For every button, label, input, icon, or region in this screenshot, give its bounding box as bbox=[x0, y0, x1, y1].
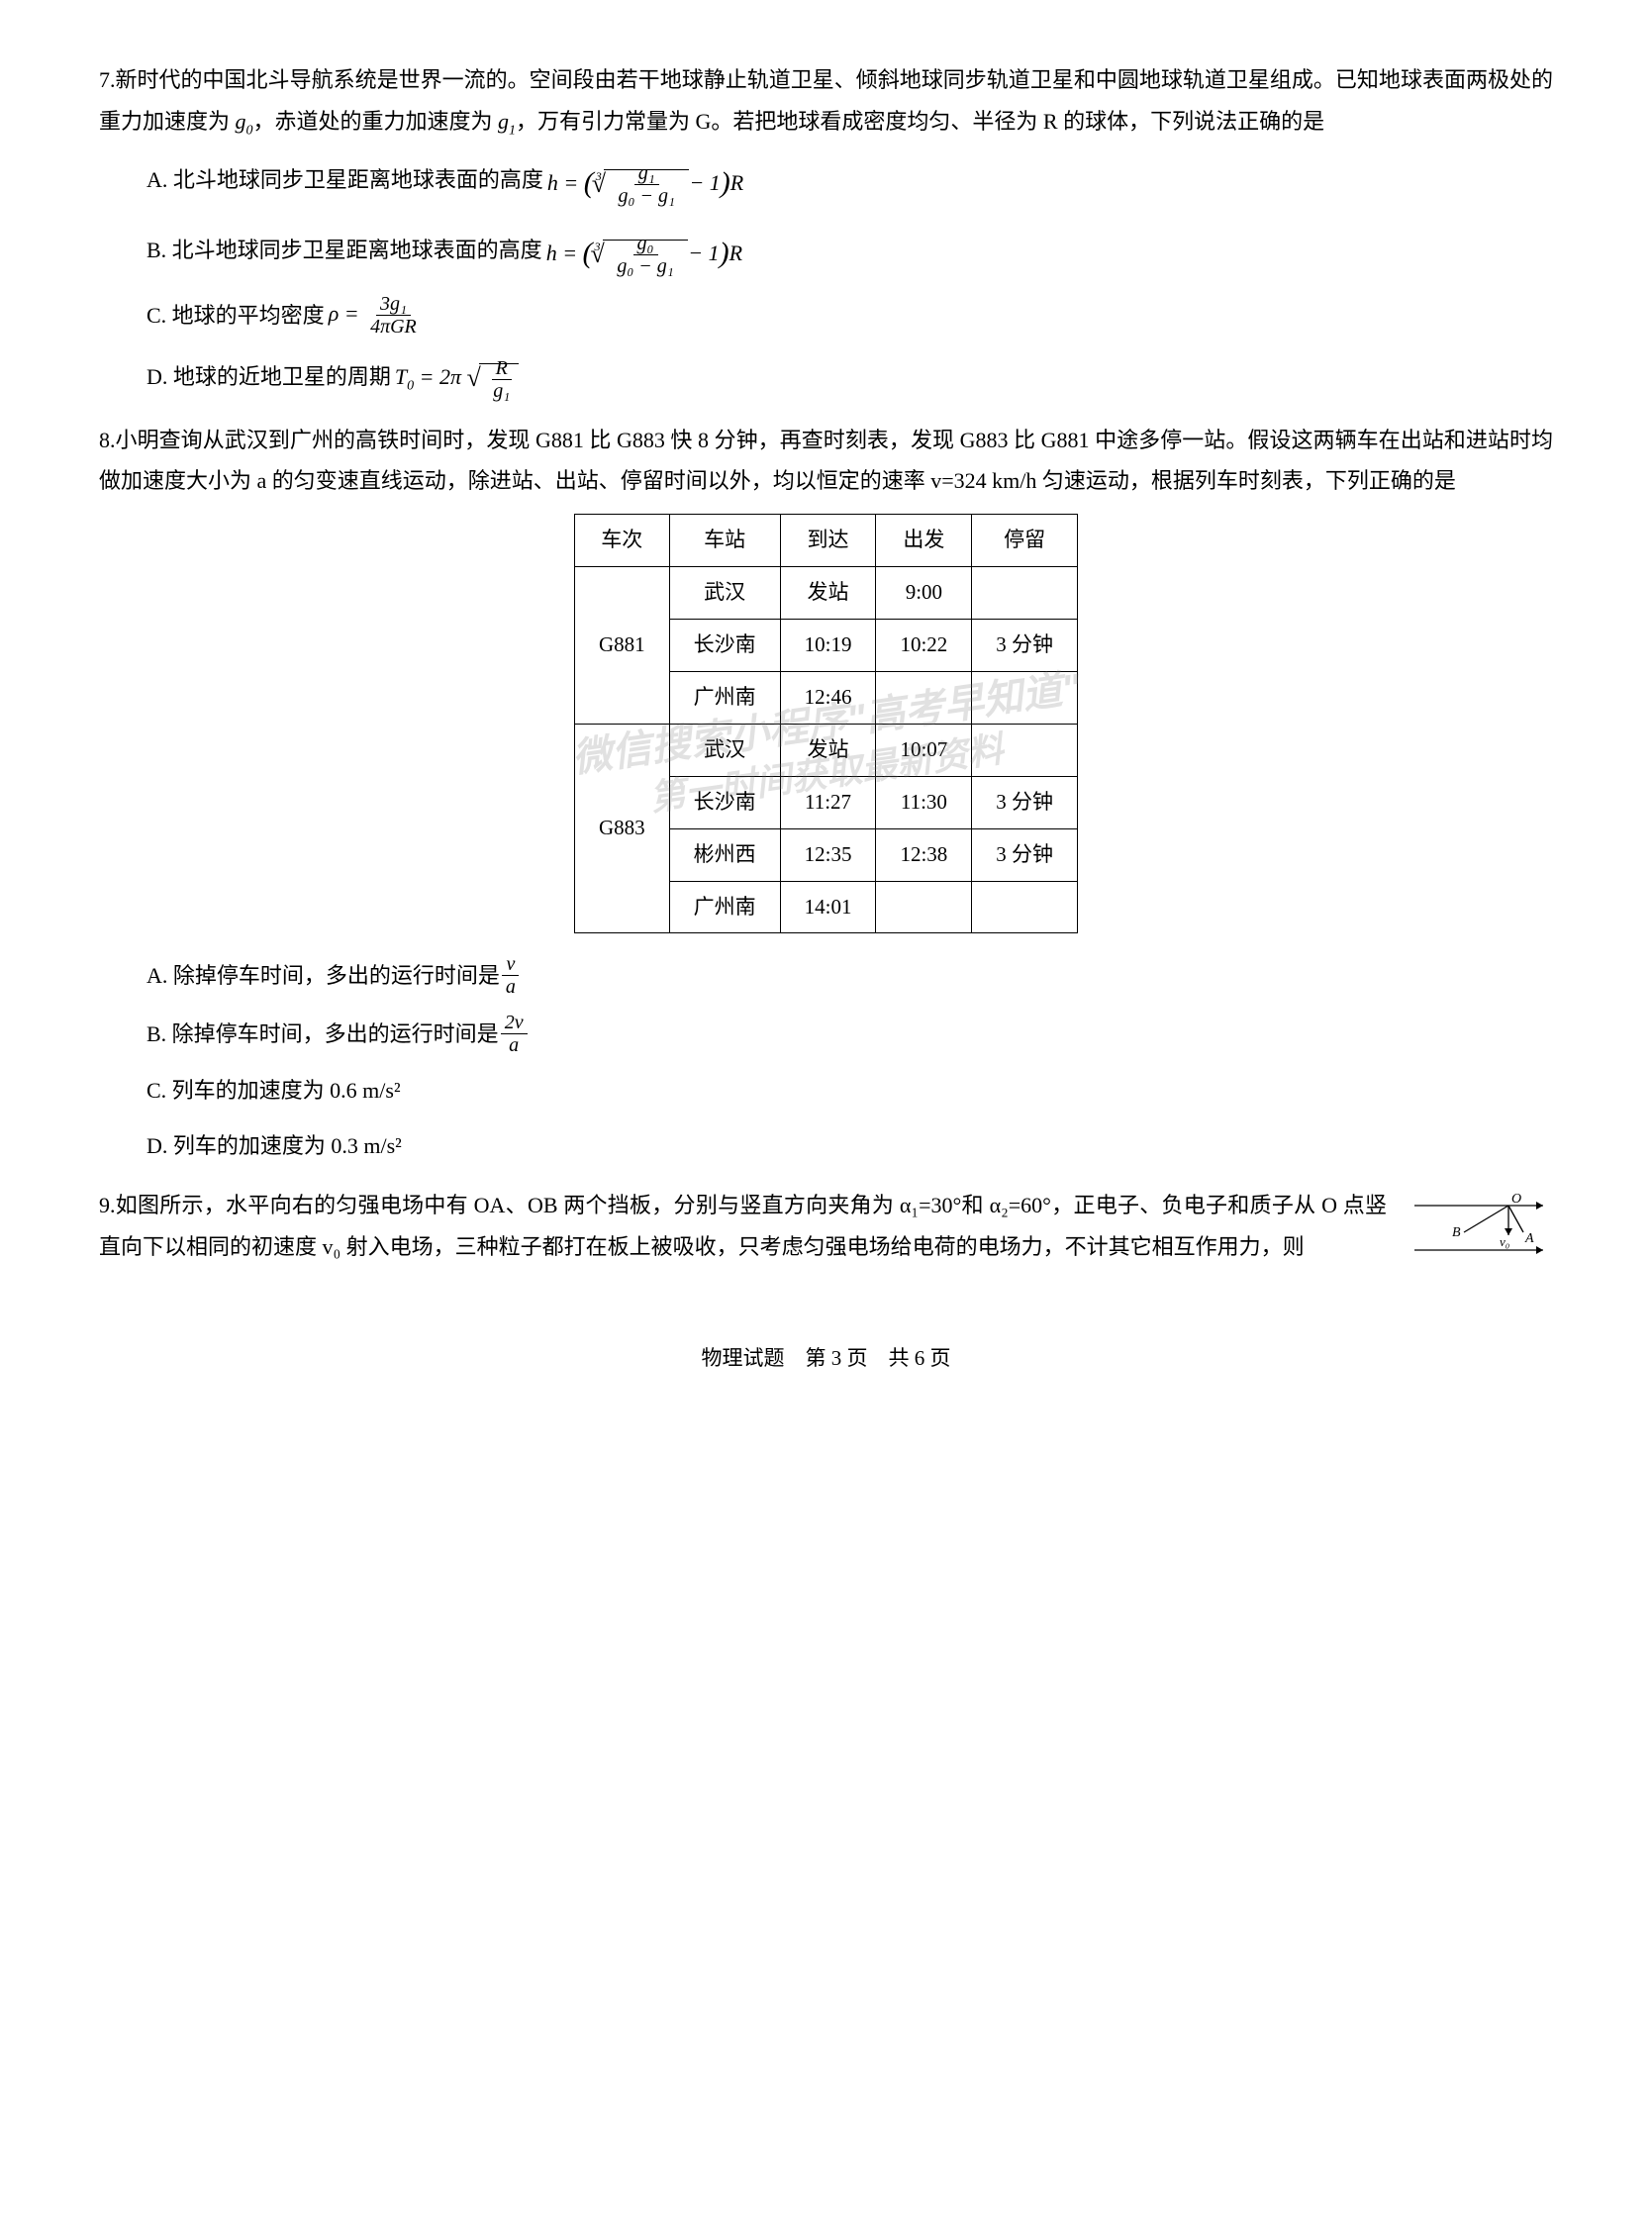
q7-optA-formula: h = (3√ g₁g₀ − g₁ − 1)R bbox=[547, 152, 743, 209]
q7-optA-pre: A. 北斗地球同步卫星距离地球表面的高度 bbox=[146, 159, 543, 201]
q9-text: 如图所示，水平向右的匀强电场中有 OA、OB 两个挡板，分别与竖直方向夹角为 α… bbox=[99, 1193, 1387, 1259]
cell-train: G883 bbox=[574, 724, 669, 933]
cell-arrive: 10:19 bbox=[780, 620, 876, 672]
q8-stem: 8.小明查询从武汉到广州的高铁时间时，发现 G881 比 G883 快 8 分钟… bbox=[99, 420, 1553, 503]
q8-optA-pre: A. 除掉停车时间，多出的运行时间是 bbox=[146, 955, 500, 997]
table-row: G883 武汉 发站 10:07 bbox=[574, 724, 1077, 776]
q7-text2: ，赤道处的重力加速度为 bbox=[253, 109, 499, 134]
page-footer: 物理试题 第 3 页 共 6 页 bbox=[99, 1339, 1553, 1379]
q7-optD-pre: D. 地球的近地卫星的周期 bbox=[146, 356, 391, 398]
timetable: 车次 车站 到达 出发 停留 G881 武汉 发站 9:00 长沙南 10:19… bbox=[574, 514, 1078, 933]
q8-optD: D. 列车的加速度为 0.3 m/s² bbox=[146, 1125, 402, 1167]
q8-optC: C. 列车的加速度为 0.6 m/s² bbox=[146, 1070, 401, 1112]
q7-optB-pre: B. 北斗地球同步卫星距离地球表面的高度 bbox=[146, 230, 542, 271]
cell-depart bbox=[876, 671, 972, 724]
q7-optD-formula: T0 = 2π √ Rg₁ bbox=[395, 351, 519, 401]
q7-optC-pre: C. 地球的平均密度 bbox=[146, 295, 325, 337]
cell-depart: 9:00 bbox=[876, 567, 972, 620]
cell-stay bbox=[972, 881, 1078, 933]
q7-option-a: A. 北斗地球同步卫星距离地球表面的高度 h = (3√ g₁g₀ − g₁ −… bbox=[146, 152, 1553, 209]
cell-stay: 3 分钟 bbox=[972, 776, 1078, 828]
cell-station: 彬州西 bbox=[669, 828, 780, 881]
table-header-row: 车次 车站 到达 出发 停留 bbox=[574, 515, 1077, 567]
th-station: 车站 bbox=[669, 515, 780, 567]
th-depart: 出发 bbox=[876, 515, 972, 567]
q7-option-d: D. 地球的近地卫星的周期 T0 = 2π √ Rg₁ bbox=[146, 351, 1553, 401]
question-7: 7.新时代的中国北斗导航系统是世界一流的。空间段由若干地球静止轨道卫星、倾斜地球… bbox=[99, 59, 1553, 402]
cell-arrive: 发站 bbox=[780, 724, 876, 776]
fig-label-A: A bbox=[1524, 1231, 1534, 1246]
question-8: 8.小明查询从武汉到广州的高铁时间时，发现 G881 比 G883 快 8 分钟… bbox=[99, 420, 1553, 1167]
question-9: 9.如图所示，水平向右的匀强电场中有 OA、OB 两个挡板，分别与竖直方向夹角为… bbox=[99, 1185, 1553, 1280]
cell-train: G881 bbox=[574, 567, 669, 725]
cell-station: 长沙南 bbox=[669, 776, 780, 828]
q8-number: 8. bbox=[99, 428, 116, 452]
cell-station: 广州南 bbox=[669, 881, 780, 933]
cell-stay bbox=[972, 724, 1078, 776]
q7-option-c: C. 地球的平均密度 ρ = 3g₁4πGR bbox=[146, 293, 1553, 338]
fig-label-O: O bbox=[1511, 1192, 1521, 1207]
cell-depart: 11:30 bbox=[876, 776, 972, 828]
cell-station: 武汉 bbox=[669, 724, 780, 776]
th-arrive: 到达 bbox=[780, 515, 876, 567]
cell-stay bbox=[972, 567, 1078, 620]
cell-stay: 3 分钟 bbox=[972, 828, 1078, 881]
cell-arrive: 14:01 bbox=[780, 881, 876, 933]
cell-station: 武汉 bbox=[669, 567, 780, 620]
q7-optC-formula: ρ = 3g₁4πGR bbox=[329, 293, 423, 338]
q8-option-a: A. 除掉停车时间，多出的运行时间是 va bbox=[146, 953, 1553, 998]
q7-text3: ，万有引力常量为 G。若把地球看成密度均匀、半径为 R 的球体，下列说法正确的是 bbox=[516, 109, 1324, 134]
q8-text: 小明查询从武汉到广州的高铁时间时，发现 G881 比 G883 快 8 分钟，再… bbox=[99, 428, 1553, 494]
q7-option-b: B. 北斗地球同步卫星距离地球表面的高度 h = (3√ g₀g₀ − g₁ −… bbox=[146, 223, 1553, 279]
q7-g0: g0 bbox=[236, 109, 253, 134]
q7-number: 7. bbox=[99, 67, 116, 92]
fig-label-B: B bbox=[1452, 1225, 1461, 1240]
th-train: 车次 bbox=[574, 515, 669, 567]
cell-depart bbox=[876, 881, 972, 933]
cell-arrive: 发站 bbox=[780, 567, 876, 620]
q8-optA-frac: va bbox=[502, 953, 520, 998]
cell-arrive: 12:35 bbox=[780, 828, 876, 881]
q8-option-d: D. 列车的加速度为 0.3 m/s² bbox=[146, 1125, 1553, 1167]
cell-arrive: 11:27 bbox=[780, 776, 876, 828]
cell-station: 长沙南 bbox=[669, 620, 780, 672]
cell-depart: 12:38 bbox=[876, 828, 972, 881]
q8-optB-frac: 2va bbox=[501, 1012, 528, 1056]
cell-depart: 10:22 bbox=[876, 620, 972, 672]
cell-depart: 10:07 bbox=[876, 724, 972, 776]
fig-label-v0: v₀ bbox=[1500, 1234, 1509, 1249]
q8-table-wrap: 微信搜索小程序"高考早知道" 第一时间获取最新资料 车次 车站 到达 出发 停留… bbox=[99, 514, 1553, 933]
q8-optB-pre: B. 除掉停车时间，多出的运行时间是 bbox=[146, 1014, 499, 1055]
th-stay: 停留 bbox=[972, 515, 1078, 567]
q9-number: 9. bbox=[99, 1193, 116, 1217]
table-row: G881 武汉 发站 9:00 bbox=[574, 567, 1077, 620]
q9-figure: O B A v₀ bbox=[1405, 1191, 1553, 1280]
q7-optB-formula: h = (3√ g₀g₀ − g₁ − 1)R bbox=[546, 223, 742, 279]
cell-stay bbox=[972, 671, 1078, 724]
q8-option-b: B. 除掉停车时间，多出的运行时间是 2va bbox=[146, 1012, 1553, 1056]
q9-stem: 9.如图所示，水平向右的匀强电场中有 OA、OB 两个挡板，分别与竖直方向夹角为… bbox=[99, 1185, 1387, 1268]
cell-station: 广州南 bbox=[669, 671, 780, 724]
q7-g1: g1 bbox=[498, 109, 516, 134]
q7-stem: 7.新时代的中国北斗导航系统是世界一流的。空间段由若干地球静止轨道卫星、倾斜地球… bbox=[99, 59, 1553, 145]
cell-stay: 3 分钟 bbox=[972, 620, 1078, 672]
cell-arrive: 12:46 bbox=[780, 671, 876, 724]
q8-option-c: C. 列车的加速度为 0.6 m/s² bbox=[146, 1070, 1553, 1112]
